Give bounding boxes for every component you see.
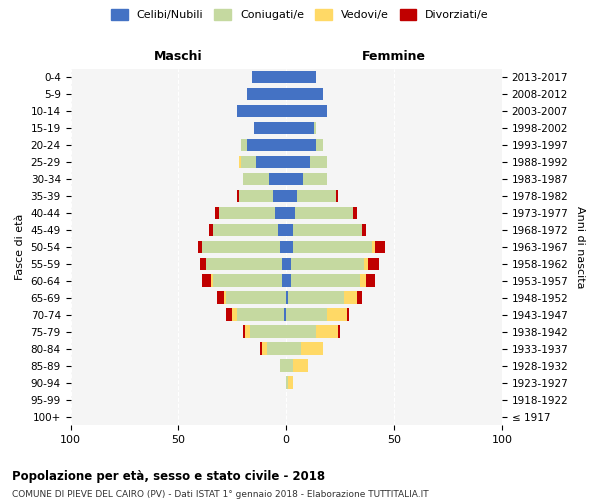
- Bar: [327, 308, 347, 321]
- Bar: [286, 376, 289, 389]
- Bar: [239, 156, 241, 168]
- Bar: [336, 190, 338, 202]
- Bar: [239, 190, 273, 202]
- Bar: [275, 206, 286, 220]
- Bar: [200, 258, 206, 270]
- Bar: [202, 240, 280, 254]
- Bar: [254, 122, 286, 134]
- Bar: [286, 172, 304, 186]
- Bar: [293, 360, 308, 372]
- Bar: [286, 258, 290, 270]
- Bar: [273, 190, 286, 202]
- Bar: [206, 258, 282, 270]
- Bar: [286, 190, 297, 202]
- Bar: [243, 326, 245, 338]
- Bar: [286, 122, 314, 134]
- Bar: [286, 156, 310, 168]
- Bar: [286, 104, 327, 118]
- Bar: [286, 88, 323, 101]
- Bar: [293, 240, 373, 254]
- Bar: [282, 274, 286, 287]
- Bar: [250, 326, 286, 338]
- Bar: [286, 360, 293, 372]
- Bar: [374, 240, 385, 254]
- Bar: [269, 172, 286, 186]
- Bar: [247, 88, 286, 101]
- Bar: [290, 274, 359, 287]
- Bar: [304, 172, 327, 186]
- Bar: [347, 308, 349, 321]
- Bar: [236, 190, 239, 202]
- Bar: [286, 292, 289, 304]
- Bar: [217, 292, 224, 304]
- Bar: [368, 258, 379, 270]
- Bar: [211, 274, 213, 287]
- Bar: [202, 274, 211, 287]
- Bar: [362, 224, 366, 236]
- Bar: [224, 292, 226, 304]
- Bar: [247, 138, 286, 151]
- Bar: [245, 326, 250, 338]
- Bar: [260, 342, 262, 355]
- Bar: [293, 224, 362, 236]
- Bar: [286, 308, 327, 321]
- Text: Popolazione per età, sesso e stato civile - 2018: Popolazione per età, sesso e stato civil…: [12, 470, 325, 483]
- Bar: [316, 326, 338, 338]
- Bar: [236, 104, 286, 118]
- Bar: [310, 156, 327, 168]
- Bar: [241, 138, 247, 151]
- Bar: [251, 70, 286, 84]
- Bar: [241, 156, 256, 168]
- Bar: [358, 292, 362, 304]
- Bar: [289, 376, 293, 389]
- Bar: [280, 240, 286, 254]
- Bar: [286, 342, 301, 355]
- Bar: [316, 138, 323, 151]
- Text: COMUNE DI PIEVE DEL CAIRO (PV) - Dati ISTAT 1° gennaio 2018 - Elaborazione TUTTI: COMUNE DI PIEVE DEL CAIRO (PV) - Dati IS…: [12, 490, 428, 499]
- Bar: [232, 308, 236, 321]
- Bar: [284, 308, 286, 321]
- Bar: [278, 224, 286, 236]
- Bar: [280, 360, 286, 372]
- Bar: [301, 342, 323, 355]
- Bar: [282, 258, 286, 270]
- Bar: [295, 206, 353, 220]
- Text: Femmine: Femmine: [362, 50, 426, 64]
- Bar: [243, 172, 269, 186]
- Bar: [286, 274, 290, 287]
- Bar: [262, 342, 267, 355]
- Bar: [198, 240, 202, 254]
- Bar: [297, 190, 336, 202]
- Bar: [364, 258, 368, 270]
- Bar: [226, 292, 286, 304]
- Text: Maschi: Maschi: [154, 50, 203, 64]
- Bar: [366, 274, 374, 287]
- Bar: [344, 292, 358, 304]
- Bar: [209, 224, 213, 236]
- Legend: Celibi/Nubili, Coniugati/e, Vedovi/e, Divorziati/e: Celibi/Nubili, Coniugati/e, Vedovi/e, Di…: [108, 6, 492, 24]
- Bar: [290, 258, 364, 270]
- Bar: [286, 224, 293, 236]
- Bar: [213, 274, 282, 287]
- Bar: [220, 206, 275, 220]
- Bar: [236, 308, 284, 321]
- Bar: [286, 138, 316, 151]
- Bar: [226, 308, 232, 321]
- Bar: [286, 70, 316, 84]
- Bar: [353, 206, 358, 220]
- Bar: [286, 206, 295, 220]
- Bar: [338, 326, 340, 338]
- Bar: [213, 224, 278, 236]
- Bar: [286, 240, 293, 254]
- Bar: [286, 326, 316, 338]
- Bar: [215, 206, 220, 220]
- Bar: [289, 292, 344, 304]
- Bar: [256, 156, 286, 168]
- Bar: [373, 240, 374, 254]
- Bar: [359, 274, 366, 287]
- Bar: [267, 342, 286, 355]
- Y-axis label: Fasce di età: Fasce di età: [15, 214, 25, 280]
- Y-axis label: Anni di nascita: Anni di nascita: [575, 206, 585, 288]
- Bar: [314, 122, 316, 134]
